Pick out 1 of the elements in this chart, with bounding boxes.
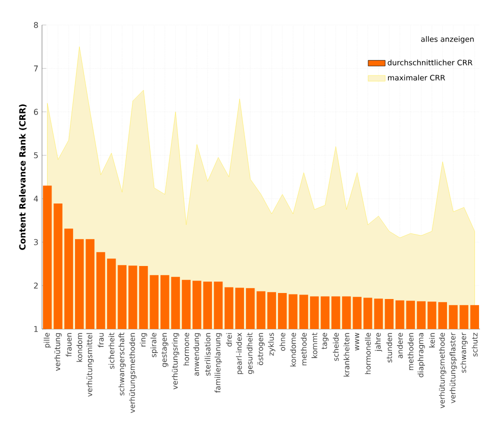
- y-axis-title: Content Relevance Rank (CRR): [19, 104, 27, 250]
